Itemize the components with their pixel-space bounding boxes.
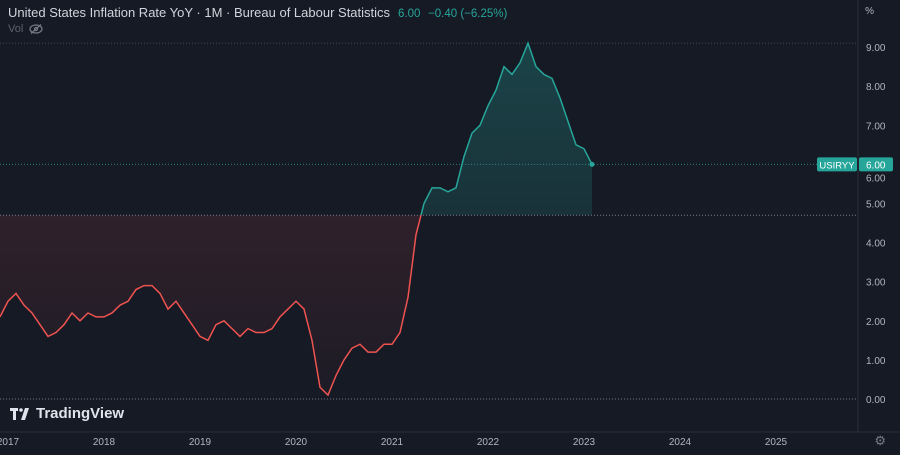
x-tick-label: 2025 [765,437,788,448]
last-point-marker [589,161,595,167]
tradingview-logo[interactable]: TradingView [10,405,124,422]
y-tick-label: 0.00 [866,395,886,406]
series-line-above [420,41,593,216]
settings-gear-icon[interactable]: ⚙ [874,433,886,448]
change-value: −0.40 (−6.25%) [428,8,508,20]
vol-label: Vol [8,23,24,35]
x-tick-label: 2021 [381,437,404,448]
y-tick-label: 4.00 [866,239,886,250]
last-value: 6.00 [398,8,421,20]
x-tick-label: 2022 [477,437,500,448]
y-tick-label: 7.00 [866,121,886,132]
series-line-below [0,215,422,397]
chart-title: United States Inflation Rate YoY · 1M · … [8,5,391,20]
symbol-badge [817,157,857,172]
tradingview-icon [10,407,29,420]
y-tick-label: 3.00 [866,278,886,289]
x-tick-label: 2017 [0,437,20,448]
volume-legend[interactable]: Vol [8,23,43,35]
area-above-baseline [421,43,592,216]
area-below-baseline [0,215,592,396]
y-tick-label: 6.00 [866,173,886,184]
x-tick-label: 2023 [573,437,596,448]
y-tick-label: 8.00 [866,82,886,93]
y-tick-label: 1.00 [866,356,886,367]
x-tick-label: 2020 [285,437,308,448]
y-tick-label: 9.00 [866,43,886,54]
logo-text: TradingView [36,405,125,422]
unit-label: % [865,6,874,17]
eye-off-icon[interactable] [29,24,43,34]
x-tick-label: 2019 [189,437,212,448]
last-value-badge [859,157,893,172]
chart-legend: United States Inflation Rate YoY · 1M · … [8,5,507,20]
x-tick-label: 2024 [669,437,692,448]
symbol-label: USIRYY [819,160,855,171]
x-tick-label: 2018 [93,437,116,448]
y-tick-label: 2.00 [866,317,886,328]
last-value-label: 6.00 [866,160,886,171]
y-tick-label: 5.00 [866,200,886,211]
